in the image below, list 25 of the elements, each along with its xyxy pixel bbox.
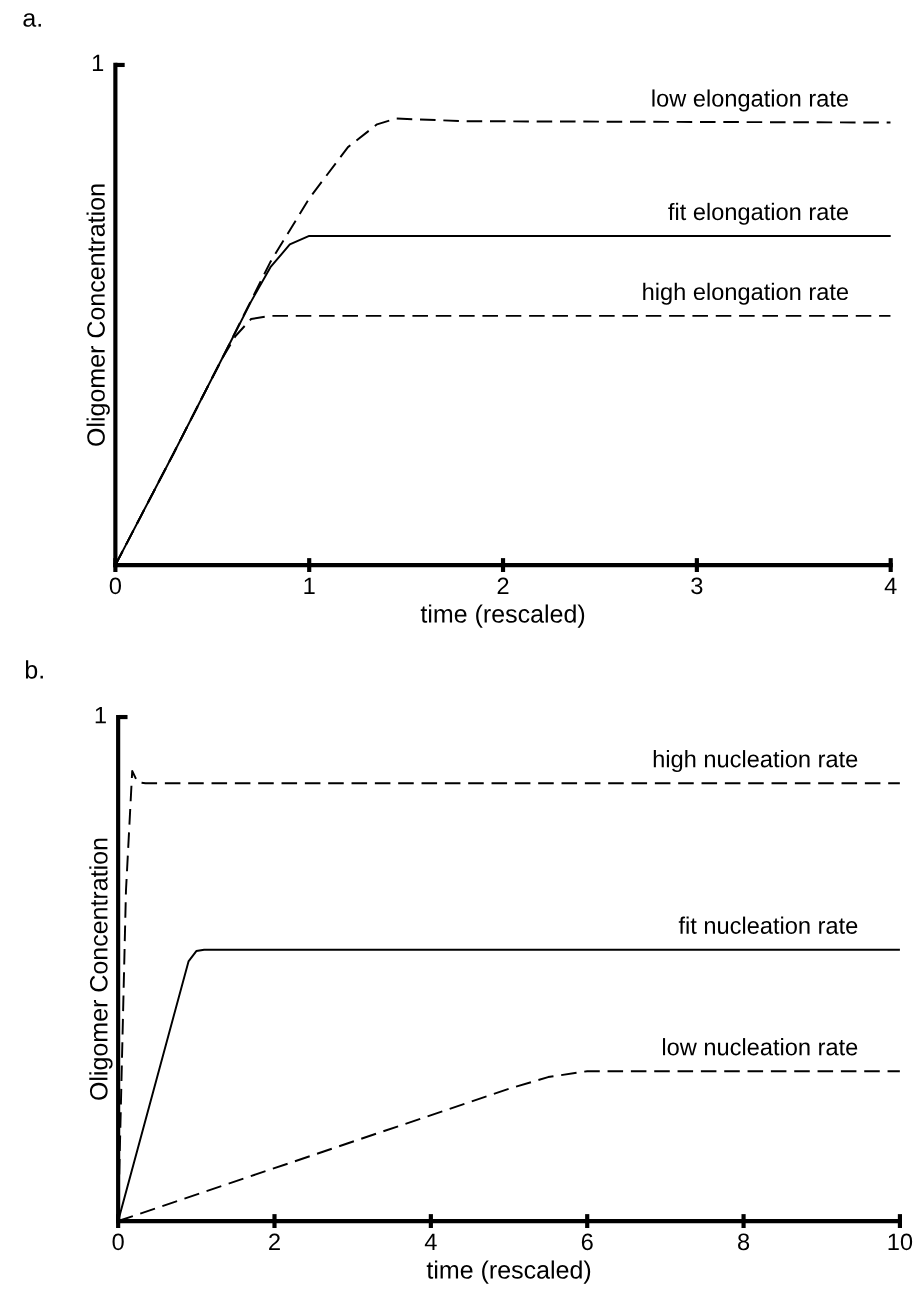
x-tick-label: 2 bbox=[269, 1233, 280, 1250]
series-label: low nucleation rate bbox=[662, 1038, 858, 1056]
y-axis-title: Oligomer Concentration bbox=[89, 838, 113, 1100]
series-label: high elongation rate bbox=[643, 282, 848, 305]
series-label: fit nucleation rate bbox=[678, 916, 858, 934]
x-tick-label: 8 bbox=[738, 1233, 750, 1251]
y-axis-title: Oligomer Concentration bbox=[86, 184, 110, 446]
series-label: fit elongation rate bbox=[668, 202, 848, 225]
x-axis-title: time (rescaled) bbox=[426, 1260, 591, 1284]
x-tick-label: 10 bbox=[888, 1233, 913, 1251]
x-tick-label: 2 bbox=[497, 577, 509, 594]
x-tick-label: 4 bbox=[424, 1233, 437, 1250]
x-tick-label: 6 bbox=[581, 1233, 593, 1251]
x-tick-label: 3 bbox=[691, 577, 703, 595]
x-tick-label: 0 bbox=[112, 1233, 124, 1251]
text: 1 bbox=[92, 54, 104, 72]
text: 1 bbox=[95, 706, 106, 724]
x-tick-label: 4 bbox=[884, 577, 897, 594]
chart-title: b. bbox=[25, 660, 43, 679]
x-tick-label: 0 bbox=[109, 577, 122, 595]
series-label: low elongation rate bbox=[652, 89, 848, 112]
x-axis-title: time (rescaled) bbox=[420, 604, 585, 628]
chart-title: a. bbox=[23, 13, 41, 27]
series-label: high nucleation rate bbox=[653, 750, 858, 773]
x-tick-label: 1 bbox=[304, 577, 315, 594]
